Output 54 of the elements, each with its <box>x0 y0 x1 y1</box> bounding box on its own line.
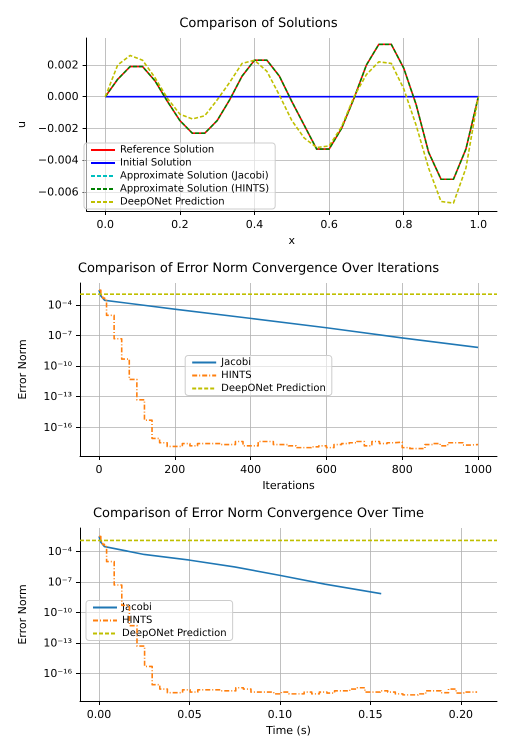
x-tick-label: 0 <box>95 463 102 476</box>
y-tick-label: −0.006 <box>38 185 79 198</box>
x-tick-label: 400 <box>240 463 262 476</box>
legend-label: Reference Solution <box>120 144 214 156</box>
y-axis-title: Error Norm <box>16 339 29 400</box>
y-tick-label: 0.000 <box>47 90 79 104</box>
chart-title: Comparison of Solutions <box>179 16 338 31</box>
x-tick-label: 0.15 <box>358 708 383 721</box>
x-axis-title: x <box>288 234 296 247</box>
x-tick-label: 1.0 <box>470 218 488 231</box>
legend-label: HINTS <box>221 370 252 381</box>
y-tick-label: 10⁻⁴ <box>48 544 73 558</box>
x-tick-label: 200 <box>164 463 186 476</box>
legend-label: Jacobi <box>220 357 252 368</box>
legend-label: DeepONet Prediction <box>221 383 326 394</box>
x-tick-label: 0.20 <box>448 708 474 721</box>
x-tick-label: 0.0 <box>96 218 114 231</box>
x-tick-label: 0.05 <box>177 708 202 721</box>
x-tick-label: 0.10 <box>268 708 292 721</box>
x-tick-label: 0.8 <box>394 218 412 231</box>
line-series <box>98 536 382 594</box>
y-tick-label: 10⁻⁷ <box>48 575 72 588</box>
legend-label: Initial Solution <box>120 158 192 168</box>
chart-title: Comparison of Error Norm Convergence Over Time <box>92 506 424 521</box>
line-series <box>104 44 480 180</box>
x-tick-label: 600 <box>316 463 337 476</box>
y-tick-label: −0.002 <box>38 122 79 135</box>
x-tick-label: 0.00 <box>86 708 112 721</box>
x-tick-label: 1000 <box>464 463 492 476</box>
y-tick-label: 10⁻¹⁶ <box>43 667 73 680</box>
y-tick-label: 10⁻⁷ <box>48 329 72 342</box>
y-tick-label: 10⁻¹³ <box>43 390 72 404</box>
legend-label: HINTS <box>122 615 152 626</box>
y-tick-label: 10⁻⁴ <box>48 298 73 312</box>
y-axis-title: u <box>15 121 28 128</box>
legend-label: Approximate Solution (HINTS) <box>120 184 270 194</box>
x-tick-label: 800 <box>392 463 413 476</box>
y-tick-label: 10⁻¹⁰ <box>43 606 73 619</box>
y-tick-label: −0.004 <box>38 154 79 167</box>
y-tick-label: 0.002 <box>47 58 79 72</box>
y-axis-title: Error Norm <box>16 584 29 645</box>
x-tick-label: 0.6 <box>320 218 338 231</box>
y-tick-label: 10⁻¹⁰ <box>43 360 73 373</box>
legend-label: DeepONet Prediction <box>120 196 225 208</box>
y-tick-label: 10⁻¹³ <box>43 636 72 650</box>
y-tick-label: 10⁻¹⁶ <box>43 420 73 434</box>
x-axis-title: Time (s) <box>265 724 311 737</box>
legend-label: Approximate Solution (Jacobi) <box>120 170 269 182</box>
x-tick-label: 0.4 <box>246 218 264 231</box>
legend-label: DeepONet Prediction <box>122 628 227 639</box>
chart-title: Comparison of Error Norm Convergence Over Iterations <box>78 261 440 276</box>
x-axis-title: Iterations <box>262 479 315 492</box>
x-tick-label: 0.2 <box>171 218 189 231</box>
line-series <box>98 289 479 348</box>
